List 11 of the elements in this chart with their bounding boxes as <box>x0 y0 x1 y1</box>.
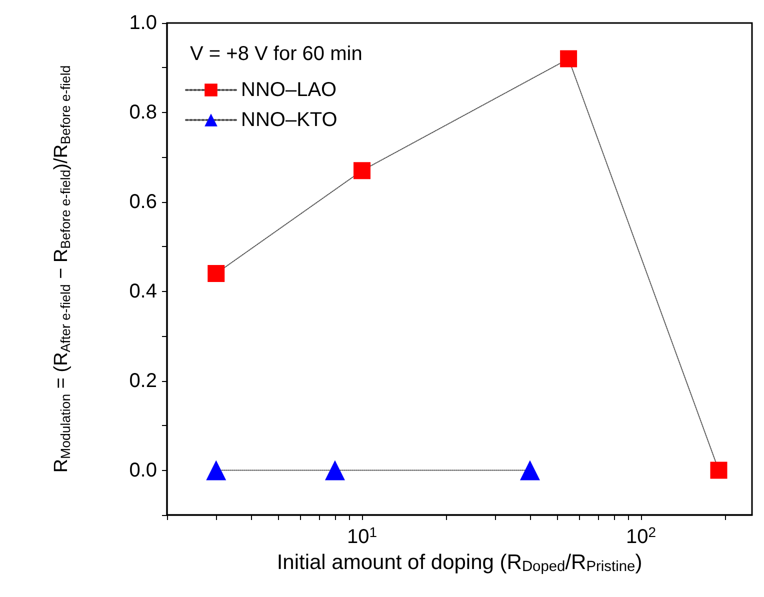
y-tick-label: 0.6 <box>129 190 157 213</box>
legend-label: NNO–LAO <box>241 79 337 101</box>
legend-label: NNO–KTO <box>241 109 338 131</box>
x-axis-title: Initial amount of doping (RDoped/RPristine) <box>276 551 642 575</box>
y-tick-label: 1.0 <box>129 12 157 34</box>
y-tick-label: 0.0 <box>129 459 157 482</box>
y-tick-label: 0.8 <box>129 101 157 124</box>
y-tick-label: 0.4 <box>129 280 157 302</box>
y-tick-label: 0.2 <box>129 370 157 392</box>
y-axis-title: RModulation = (RAfter e-field − RBefore e-field)/RBefore e-field <box>51 65 73 473</box>
legend-title: V = +8 V for 60 min <box>190 43 362 65</box>
